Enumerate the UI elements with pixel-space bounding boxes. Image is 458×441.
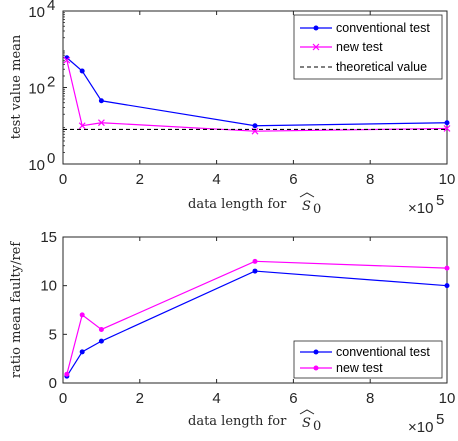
top-data-point xyxy=(252,123,258,129)
top-data-point xyxy=(63,56,71,64)
svg-text:5: 5 xyxy=(436,192,444,209)
top-legend-label-new: new test xyxy=(336,40,383,54)
bottom-data-point xyxy=(252,258,258,264)
top-legend-marker-conventional xyxy=(313,25,319,31)
bottom-legend-marker-conventional xyxy=(313,349,319,355)
top-y-tick-label: 10 xyxy=(28,4,45,21)
bottom-x-tick-label: 6 xyxy=(289,390,297,407)
bottom-data-point xyxy=(252,268,258,274)
top-y-tick-exponent: 4 xyxy=(47,0,55,14)
bottom-x-tick-label: 4 xyxy=(212,390,220,407)
bottom-data-point xyxy=(444,283,450,289)
bottom-data-point xyxy=(98,338,104,344)
bottom-legend-marker-new xyxy=(313,365,319,371)
bottom-y-axis-label: ratio mean faulty/ref xyxy=(9,241,24,379)
bottom-data-point xyxy=(98,326,104,332)
top-x-tick-label: 4 xyxy=(212,171,220,188)
svg-text:S: S xyxy=(302,416,311,431)
top-legend: conventional test new test theoretical v… xyxy=(293,14,443,80)
top-data-point xyxy=(443,125,451,132)
top-legend-label-theoretical: theoretical value xyxy=(336,60,427,74)
bottom-legend-label-new: new test xyxy=(336,361,383,375)
top-y-tick-label: 10 xyxy=(28,81,45,98)
top-x-multiplier: ×10 5 xyxy=(408,192,444,217)
svg-text:×10: ×10 xyxy=(408,200,433,217)
top-data-point xyxy=(78,122,86,130)
top-y-tick-exponent: 2 xyxy=(47,74,55,91)
bottom-x-axis-symbol: S 0 xyxy=(299,409,321,434)
bottom-y-tick-label: 10 xyxy=(40,278,57,295)
top-x-tick-label: 10 xyxy=(439,171,456,188)
bottom-data-point xyxy=(79,349,85,355)
bottom-x-tick-label: 10 xyxy=(439,390,456,407)
bottom-plot-area xyxy=(62,236,448,384)
bottom-legend: conventional test new test xyxy=(293,340,443,379)
bottom-chart: 0 2 4 6 8 10 0 5 10 15 ratio mean faulty/ref dat… xyxy=(9,229,455,436)
bottom-x-tick-label: 8 xyxy=(366,390,374,407)
top-x-tick-label: 6 xyxy=(289,171,297,188)
svg-text:0: 0 xyxy=(313,419,321,434)
top-data-point xyxy=(97,119,105,127)
svg-text:S: S xyxy=(302,199,311,214)
bottom-y-tick-label: 5 xyxy=(49,326,57,343)
bottom-x-axis-label: data length for xyxy=(188,414,287,429)
top-data-point xyxy=(444,120,450,126)
bottom-data-point xyxy=(79,312,85,318)
bottom-y-tick-label: 0 xyxy=(49,375,57,392)
bottom-x-multiplier: ×10 5 xyxy=(408,411,444,436)
bottom-x-tick-label: 0 xyxy=(59,390,67,407)
top-data-point xyxy=(98,98,104,104)
bottom-x-tick-label: 2 xyxy=(136,390,144,407)
svg-text:×10: ×10 xyxy=(408,419,433,436)
top-x-axis-label: data length for xyxy=(188,197,287,212)
bottom-data-point xyxy=(64,371,70,377)
top-y-tick-label: 10 xyxy=(28,157,45,174)
svg-text:5: 5 xyxy=(436,411,444,428)
top-x-axis-symbol: S 0 xyxy=(299,192,321,217)
top-data-point xyxy=(79,68,85,74)
svg-text:0: 0 xyxy=(313,202,321,217)
top-y-axis-label: test value mean xyxy=(9,34,24,139)
top-x-tick-label: 0 xyxy=(59,171,67,188)
top-y-tick-exponent: 0 xyxy=(47,150,55,167)
top-legend-label-conventional: conventional test xyxy=(336,21,430,35)
bottom-legend-label-conventional: conventional test xyxy=(336,345,430,359)
bottom-data-point xyxy=(444,265,450,271)
top-legend-marker-new xyxy=(312,43,320,51)
bottom-y-tick-label: 15 xyxy=(40,229,57,246)
top-x-tick-label: 8 xyxy=(366,171,374,188)
top-x-tick-label: 2 xyxy=(136,171,144,188)
bottom-legend-box xyxy=(293,340,443,379)
